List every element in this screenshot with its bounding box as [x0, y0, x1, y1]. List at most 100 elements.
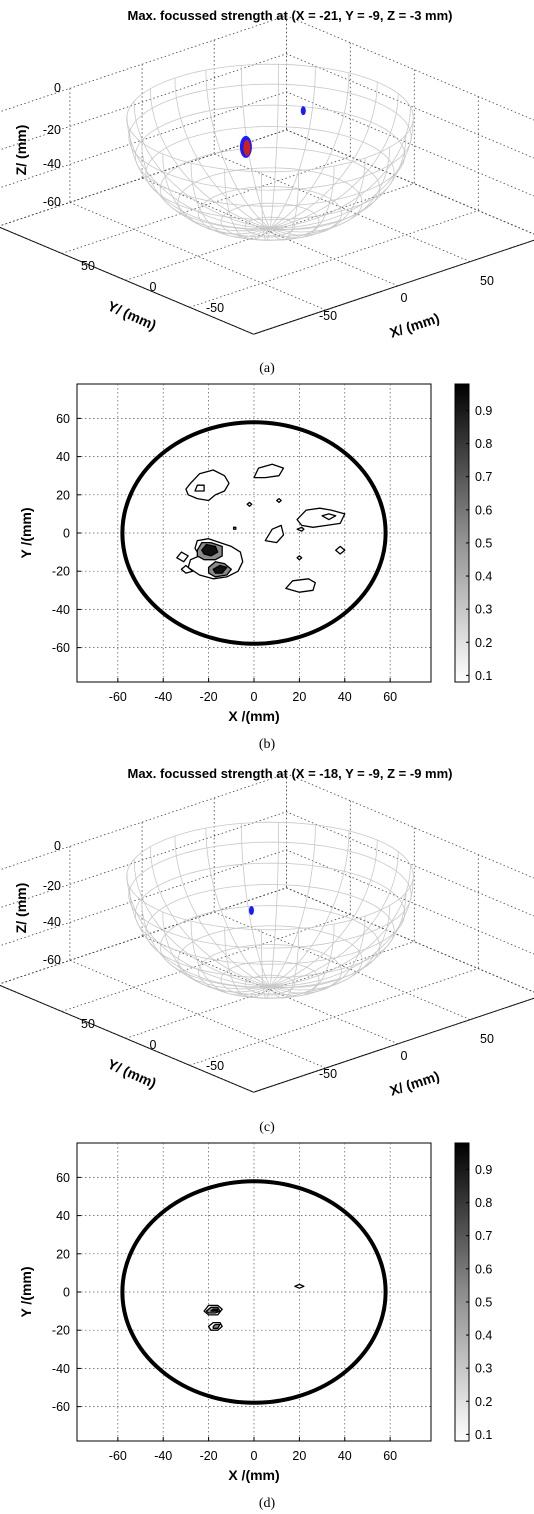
- panel-a-y-tick: 50: [81, 259, 95, 273]
- grid-line-floor: [125, 183, 415, 281]
- panel-a-x-tick: -50: [319, 309, 337, 323]
- panel-d-x-tick: 0: [251, 1449, 258, 1463]
- panel-d-y-tick: -20: [52, 1324, 70, 1338]
- panel-c-y-label: Y/ (mm): [105, 1056, 158, 1092]
- contour-line: [296, 507, 346, 528]
- panel-c-hemisphere-mesh: [126, 821, 414, 1000]
- panel-b-x-tick: -20: [200, 690, 218, 704]
- mesh-ring: [134, 104, 406, 207]
- panel-c-x-tick: 0: [401, 1049, 408, 1063]
- panel-d-x-tick: -20: [200, 1449, 218, 1463]
- mesh-meridian: [269, 928, 300, 999]
- grid-line-level: [0, 53, 534, 159]
- panel-d-colorbar-tick: 0.7: [475, 1229, 492, 1243]
- focus-marker: [300, 106, 306, 116]
- panel-c-caption: (c): [259, 1120, 275, 1135]
- panel-c-title: Max. focussed strength at (X = -18, Y = …: [128, 766, 453, 781]
- mesh-meridian: [269, 134, 407, 230]
- contour-line: [285, 578, 316, 593]
- panel-d-y-tick: 0: [63, 1286, 70, 1300]
- mesh-meridian: [190, 921, 271, 996]
- panel-c-z-tick: -60: [43, 953, 61, 967]
- panel-a-y-label: Y/ (mm): [105, 298, 158, 334]
- mesh-meridian: [174, 77, 271, 229]
- panel-d-y-label: Y /(mm): [18, 1266, 34, 1317]
- mesh-meridian: [269, 864, 411, 987]
- panel-b-y-tick: 20: [56, 488, 70, 502]
- panel-c-y-tick: 0: [150, 1038, 157, 1052]
- grid-line-level: [0, 811, 534, 917]
- panel-b-colorbar-tick: 0.4: [475, 570, 492, 584]
- contour-line: [335, 545, 346, 555]
- panel-b-colorbar-tick: 0.7: [475, 470, 492, 484]
- mesh-meridian: [190, 163, 271, 238]
- panel-d-x-tick: 60: [383, 1449, 397, 1463]
- panel-d-contour-plot: -60 -40 -20 0 20 40 60 60 40 20 0 -20 -4…: [18, 1142, 492, 1483]
- mesh-ring: [126, 63, 414, 173]
- boundary-circle: [120, 1179, 388, 1405]
- mesh-meridian: [261, 171, 271, 242]
- panel-a-y-tick: 0: [150, 280, 157, 294]
- panel-d-colorbar-tick: 0.3: [475, 1362, 492, 1376]
- panel-b-y-tick: -40: [52, 603, 70, 617]
- panel-c-axes-box: [0, 773, 534, 1093]
- mesh-ring: [145, 884, 395, 979]
- contour-line: [201, 543, 219, 557]
- panel-b-x-tick: 20: [292, 690, 306, 704]
- panel-a-focus-markers: [239, 106, 306, 158]
- mesh-meridian: [162, 911, 271, 993]
- panel-d-x-tick: -60: [109, 1449, 127, 1463]
- contour-line: [276, 497, 282, 504]
- panel-b-caption: (b): [259, 737, 276, 752]
- colorbar-gradient: [454, 1142, 470, 1442]
- mesh-ring: [134, 862, 406, 965]
- panel-c-y-tick: 50: [81, 1017, 95, 1031]
- panel-c-y-tick: -50: [206, 1059, 224, 1073]
- contour-line: [296, 555, 303, 561]
- grid-line-level: [0, 849, 534, 955]
- colorbar-gradient: [454, 383, 470, 683]
- panel-b-colorbar-tick: 0.1: [475, 669, 492, 683]
- grid-line-level: [0, 91, 534, 197]
- focus-marker: [248, 905, 254, 915]
- contour-line: [185, 469, 230, 502]
- mesh-ring: [220, 202, 320, 241]
- mesh-meridian: [269, 147, 391, 233]
- panel-a-x-tick: 0: [401, 291, 408, 305]
- grid-line-floor: [61, 914, 351, 1012]
- grid-line-level: [0, 887, 534, 993]
- mesh-meridian: [269, 905, 391, 991]
- grid-line-floor: [125, 941, 415, 1039]
- mesh-meridian: [205, 69, 271, 229]
- panel-c-z-tick: 0: [54, 839, 61, 853]
- contour-line: [212, 1323, 221, 1329]
- panel-b-x-tick: 60: [383, 690, 397, 704]
- panel-d-y-tick: 20: [56, 1247, 70, 1261]
- grid-line-floor: [253, 997, 534, 1093]
- panel-b-x-tick: 40: [338, 690, 352, 704]
- mesh-ring: [128, 841, 412, 949]
- mesh-meridian: [269, 106, 411, 229]
- panel-a-3d-plot: Max. focussed strength at (X = -21, Y = …: [0, 8, 534, 341]
- panel-b-x-tick: 0: [251, 690, 258, 704]
- contour-line: [294, 1283, 305, 1289]
- panel-b-x-label: X /(mm): [228, 708, 279, 724]
- panel-d-grid: [77, 1143, 431, 1441]
- mesh-meridian: [269, 157, 366, 236]
- mesh-meridian: [269, 915, 366, 994]
- panel-b-y-tick: 60: [56, 412, 70, 426]
- mesh-meridian: [269, 892, 407, 988]
- contour-line: [212, 564, 228, 574]
- mesh-meridian: [261, 929, 271, 1000]
- panel-b-contour-lines: [176, 463, 346, 593]
- panel-a-axes-box: [0, 15, 534, 335]
- contour-line: [321, 513, 337, 521]
- contour-line: [180, 564, 194, 574]
- panel-a-title: Max. focussed strength at (X = -21, Y = …: [128, 8, 453, 23]
- mesh-meridian: [269, 170, 300, 241]
- grid-line-floor: [189, 210, 479, 308]
- panel-d-x-tick: 40: [338, 1449, 352, 1463]
- panel-b-y-tick: 0: [63, 527, 70, 541]
- contour-line: [232, 526, 237, 530]
- contour-line: [264, 524, 285, 544]
